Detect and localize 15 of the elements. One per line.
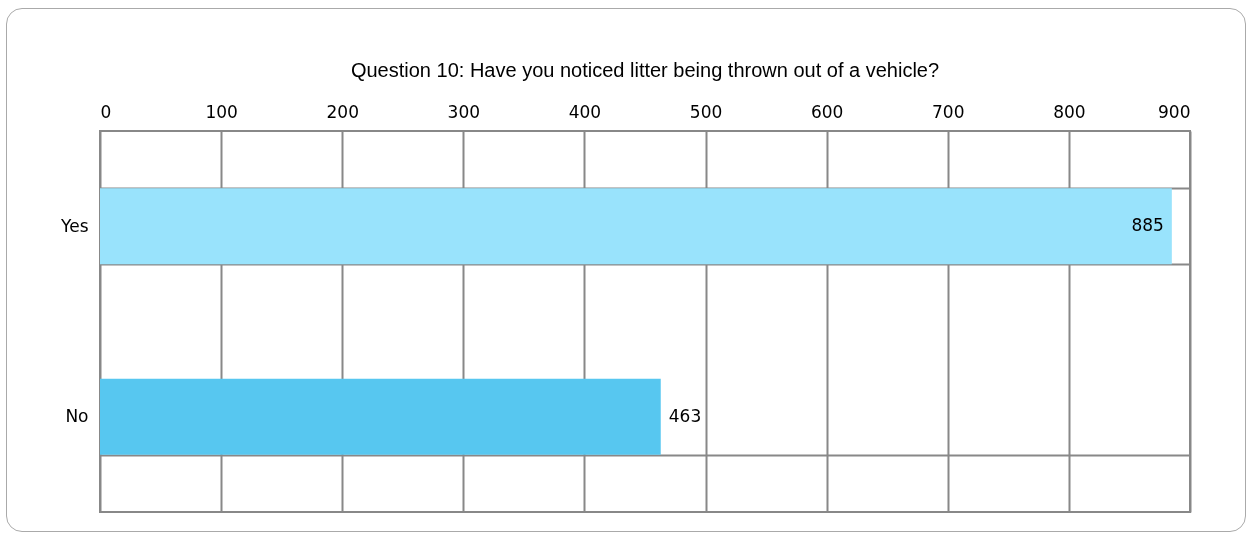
x-tick-label: 200 (326, 101, 359, 122)
x-tick-label: 0 (100, 101, 112, 122)
x-tick-label: 100 (205, 101, 238, 122)
x-tick-label: 900 (1158, 101, 1191, 122)
x-tick-label: 300 (447, 101, 481, 122)
x-tick-label: 400 (568, 101, 602, 122)
x-tick-label: 800 (1053, 101, 1086, 122)
y-tick-label: Yes (60, 215, 89, 236)
y-tick-label: No (65, 406, 89, 427)
data-label: 885 (1131, 215, 1164, 236)
chart-title: Question 10: Have you noticed litter being thrown out of a vehicle? (350, 59, 940, 81)
x-tick-label: 600 (810, 101, 844, 122)
data-label: 463 (668, 405, 702, 426)
x-tick-label: 500 (689, 101, 723, 122)
x-tick-label: 700 (932, 101, 965, 122)
